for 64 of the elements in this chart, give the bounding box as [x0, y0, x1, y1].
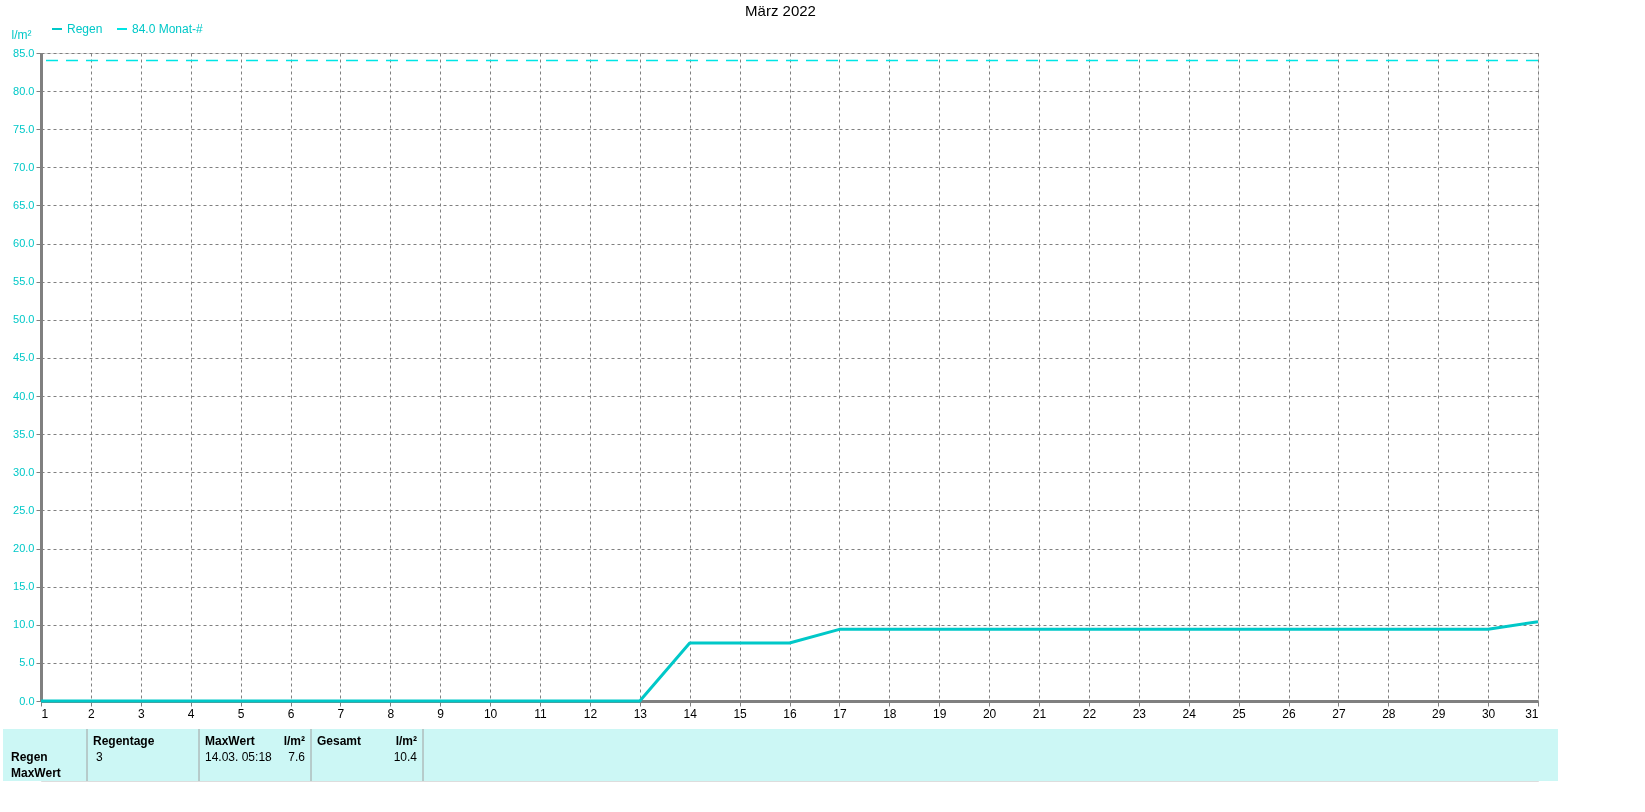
- text: Regentage: [93, 734, 155, 748]
- text: MaxWert: [205, 734, 255, 748]
- y-tick-label: 50.0: [13, 313, 35, 326]
- text: 3: [96, 750, 103, 764]
- y-tick-label: 20.0: [13, 542, 35, 555]
- y-tick-label: 45.0: [13, 351, 35, 364]
- x-tick-label: 18: [883, 706, 897, 721]
- legend-label: 84.0 Monat-#: [132, 22, 204, 36]
- text: 7.6: [288, 750, 306, 764]
- x-tick-label: 1: [41, 706, 49, 721]
- x-tick-label: 2: [88, 706, 96, 721]
- x-tick-label: 29: [1432, 706, 1446, 721]
- x-tick-label: 21: [1032, 706, 1047, 721]
- x-tick-label: 27: [1332, 706, 1346, 721]
- x-tick-label: 26: [1282, 706, 1296, 721]
- y-tick-label: 0.0: [19, 694, 35, 707]
- x-tick-label: 13: [633, 706, 648, 721]
- x-tick-label: 3: [137, 706, 145, 721]
- y-tick-label: 40.0: [13, 389, 35, 402]
- x-tick-label: 25: [1232, 706, 1247, 721]
- y-tick-label: 15.0: [13, 580, 35, 593]
- text: l/m²: [395, 734, 417, 748]
- text: l/m²: [283, 734, 305, 748]
- x-tick-label: 11: [534, 706, 548, 721]
- y-tick-label: 85.0: [13, 46, 35, 59]
- text: Gesamt: [317, 734, 362, 748]
- y-tick-label: 5.0: [19, 656, 35, 669]
- legend-label: Regen: [67, 22, 103, 36]
- x-tick-label: 16: [783, 706, 797, 721]
- text: MaxWert: [11, 766, 61, 780]
- x-tick-label: 7: [337, 706, 345, 721]
- x-tick-label: 17: [833, 706, 847, 721]
- x-tick-label: 6: [287, 706, 295, 721]
- y-tick-label: 35.0: [13, 427, 35, 440]
- text: Regen: [11, 750, 48, 764]
- y-tick-label: 65.0: [13, 198, 35, 211]
- x-tick-label: 20: [982, 706, 997, 721]
- x-tick-label: 22: [1082, 706, 1097, 721]
- x-tick-label: 4: [187, 706, 195, 721]
- x-tick-label: 12: [583, 706, 598, 721]
- y-tick-label: 25.0: [13, 503, 35, 516]
- y-tick-label: 80.0: [13, 84, 35, 97]
- text: 14.03. 05:18: [205, 750, 273, 764]
- x-tick-label: 5: [237, 706, 245, 721]
- y-tick-label: 70.0: [13, 160, 35, 173]
- x-tick-label: 15: [733, 706, 748, 721]
- x-tick-label: 8: [387, 706, 395, 721]
- y-axis-title: l/m²: [11, 27, 32, 42]
- y-tick-label: 30.0: [13, 465, 35, 478]
- x-tick-label: 28: [1382, 706, 1396, 721]
- y-tick-label: 55.0: [13, 275, 35, 288]
- x-tick-label: 23: [1132, 706, 1147, 721]
- x-tick-label: 31: [1525, 706, 1539, 721]
- x-tick-label: 19: [933, 706, 947, 721]
- x-tick-label: 10: [483, 706, 498, 721]
- y-tick-label: 60.0: [13, 237, 35, 250]
- x-tick-label: 30: [1481, 706, 1496, 721]
- y-tick-label: 10.0: [13, 618, 35, 631]
- text: 10.4: [393, 750, 418, 764]
- x-tick-label: 14: [683, 706, 698, 721]
- chart-title: März 2022: [745, 2, 816, 19]
- x-tick-label: 24: [1182, 706, 1197, 721]
- y-tick-label: 75.0: [13, 122, 35, 135]
- x-tick-label: 9: [437, 706, 445, 721]
